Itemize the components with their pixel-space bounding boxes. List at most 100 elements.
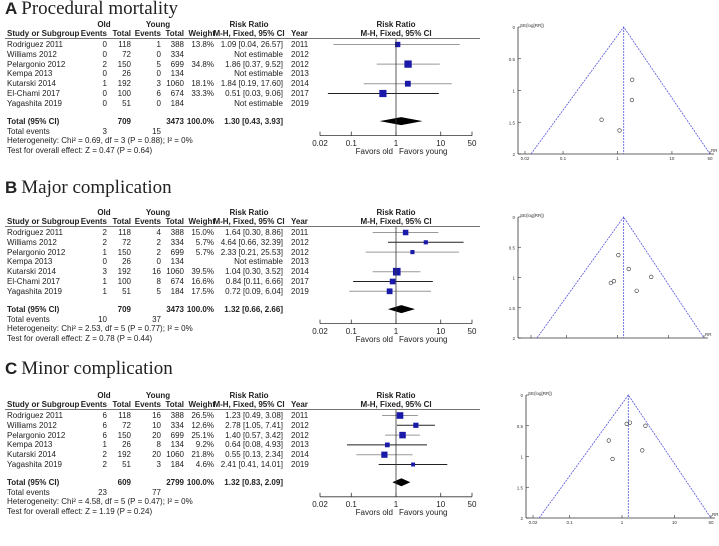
axis-tick-label: 50 [467,138,477,148]
header-method: M-H, Fixed, 95% CI [213,400,285,409]
old-total: 150 [117,59,131,69]
total-events-old: 3 [102,126,107,136]
young-total: 184 [170,98,184,108]
risk-ratio-ci: 0.84 [0.11, 6.66] [225,277,283,286]
risk-ratio-ci: 0.72 [0.09, 6.04] [225,286,283,296]
weight: 12.6% [191,420,214,430]
study-name: Rodriguez 2011 [7,411,63,420]
weight: 5.7% [195,247,214,257]
study-name: Kutarski 2014 [7,267,56,277]
young-total: 388 [170,228,184,237]
panel-title-text: Minor complication [21,358,173,379]
axis-tick-label: 1 [393,326,399,336]
old-total: 26 [122,257,131,267]
old-total: 118 [118,228,131,237]
header-plot-method: M-H, Fixed, 95% CI [360,217,432,226]
heterogeneity: Heterogeneity: Chi² = 2.53, df = 5 (P = … [7,324,193,334]
young-events: 16 [152,411,161,420]
young-events: 0 [156,98,161,108]
weight: 25.1% [191,430,214,440]
year: 2017 [291,89,309,98]
effect-square [402,229,409,236]
weight: 16.6% [191,277,214,286]
study-name: Kutarski 2014 [7,450,56,460]
old-total: 150 [117,430,131,440]
header-year: Year [291,217,308,226]
young-total: 184 [170,460,184,469]
effect-square [379,89,387,98]
heterogeneity: Heterogeneity: Chi² = 4.58, df = 5 (P = … [7,497,193,507]
total-events-label: Total events [7,314,50,324]
favors-old-label: Favors old [355,146,393,156]
young-total: 674 [170,89,184,98]
favors-young-label: Favors young [399,146,448,156]
header-young: Young [145,20,171,29]
weight: 13.8% [191,40,214,49]
total-old: 709 [117,116,131,126]
risk-ratio-ci: 4.64 [0.66, 32.39] [220,237,283,247]
header-study: Study or Subgroup [7,217,80,226]
header-method: M-H, Fixed, 95% CI [213,217,285,226]
young-events: 5 [156,286,161,296]
old-total: 72 [122,49,131,59]
year: 2019 [291,286,309,296]
funnel-y-tick-label: 0 [520,393,523,398]
study-name: Williams 2012 [7,49,57,59]
funnel-x-tick-label: 0.1 [560,156,567,161]
study-name: Williams 2012 [7,237,57,247]
funnel-point [617,128,622,133]
year: 2019 [291,460,309,469]
axis-tick-label: 0.02 [312,138,328,148]
young-events: 0 [156,257,161,267]
panel-letter: B [5,178,18,197]
young-events: 4 [156,228,161,237]
header-old-total: Total [112,29,131,38]
funnel-limits [536,216,705,339]
old-events: 1 [102,79,107,89]
year: 2012 [291,237,309,247]
funnel-limits [530,26,711,155]
effect-square [404,80,411,87]
old-total: 118 [118,40,131,49]
old-events: 2 [102,237,107,247]
effect-square [411,462,416,467]
funnel-x-label: RR [712,512,719,517]
old-events: 6 [102,430,107,440]
year: 2011 [291,228,309,237]
young-total: 699 [170,430,184,440]
effect-square [413,422,419,428]
study-name: Yagashita 2019 [7,98,63,108]
funnel-point [616,253,621,258]
year: 2014 [291,79,309,89]
young-total: 1060 [166,450,184,460]
header-risk-ratio: Risk Ratio [229,208,269,217]
old-total: 100 [117,89,131,98]
funnel-y-tick-label: 1.5 [509,120,516,125]
risk-ratio-ci: Not estimable [234,49,283,59]
funnel-y-tick-label: 0.5 [509,245,516,250]
risk-ratio-ci: 1.23 [0.49, 3.08] [225,411,283,420]
young-total: 674 [170,277,184,286]
year: 2014 [291,267,309,277]
old-total: 26 [122,69,131,79]
axis-tick-label: 10 [436,499,446,509]
old-events: 0 [102,257,107,267]
total-young: 2799 [166,477,184,487]
risk-ratio-ci: 0.55 [0.13, 2.34] [225,450,283,460]
year: 2012 [291,247,309,257]
header-plot-risk-ratio: Risk Ratio [376,20,416,29]
funnel-x-tick-label: 50 [707,156,713,161]
funnel-x-label: RR [705,332,712,337]
young-total: 334 [170,420,184,430]
header-risk-ratio: Risk Ratio [229,391,269,400]
risk-ratio-ci: 1.86 [0.37, 9.52] [225,59,283,69]
funnel-y-tick-label: 1 [512,89,515,94]
funnel-x-tick-label: 0.1 [566,520,573,525]
header-young-events: Events [134,29,161,38]
old-total: 51 [122,286,131,296]
risk-ratio-ci: Not estimable [234,69,283,79]
effect-square [384,442,390,448]
old-total: 100 [117,277,131,286]
header-study: Study or Subgroup [7,29,80,38]
header-old-events: Events [80,400,107,409]
